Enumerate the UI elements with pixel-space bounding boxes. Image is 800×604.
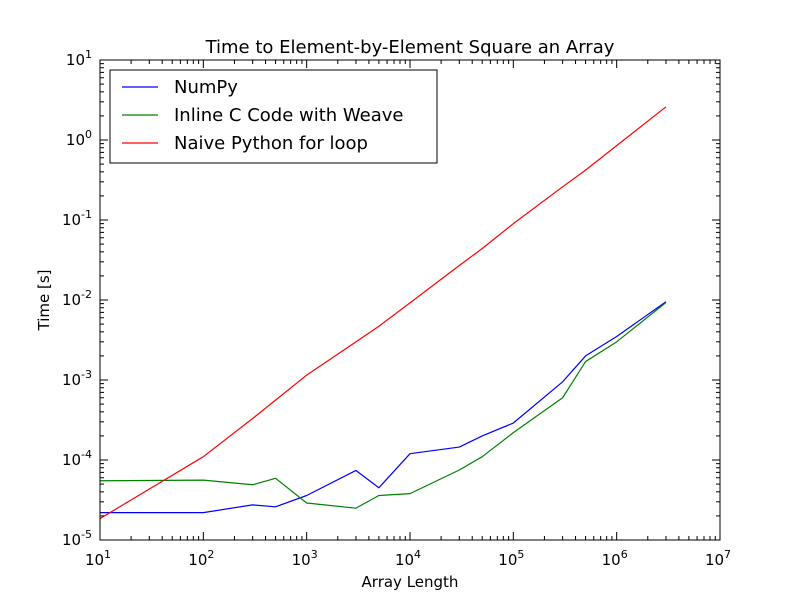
x-tick-label: 106: [602, 548, 628, 569]
y-tick-label: 10-4: [62, 448, 92, 469]
x-tick-label: 103: [292, 548, 318, 569]
legend-box: [109, 69, 438, 164]
legend-entries: NumPy Inline C Code with Weave Naive Pytho…: [122, 77, 404, 154]
y-tick-label: 101: [66, 48, 92, 69]
y-tick-label: 100: [66, 128, 92, 149]
series-line-0: [100, 301, 667, 514]
y-axis-label: Time [s]: [35, 270, 53, 332]
series-line-1: [99, 302, 667, 509]
series-line-2: [99, 106, 667, 520]
x-tick-label: 102: [188, 548, 214, 569]
y-tick-label: 10-2: [62, 288, 92, 309]
legend-label-1: Inline C Code with Weave: [174, 105, 404, 126]
legend-label-0: NumPy: [174, 77, 238, 98]
x-axis-label: Array Length: [362, 573, 459, 591]
x-tick-label: 107: [705, 548, 731, 569]
series-layer: [99, 106, 667, 520]
y-tick-labels: 10-5 10-4 10-3 10-2 10-1 100 101: [62, 48, 92, 549]
x-tick-label: 101: [85, 548, 111, 569]
x-tick-label: 104: [395, 548, 421, 569]
legend: NumPy Inline C Code with Weave Naive Pytho…: [109, 69, 438, 164]
y-tick-label: 10-5: [62, 528, 92, 549]
x-tick-labels: 101 102 103 104 105 106 107: [85, 548, 731, 569]
chart-title: Time to Element-by-Element Square an Arr…: [205, 37, 615, 58]
y-tick-label: 10-3: [62, 368, 92, 389]
y-tick-label: 10-1: [62, 208, 92, 229]
legend-label-2: Naive Python for loop: [174, 133, 368, 154]
plot-frame: [99, 59, 721, 541]
x-tick-label: 105: [498, 548, 524, 569]
